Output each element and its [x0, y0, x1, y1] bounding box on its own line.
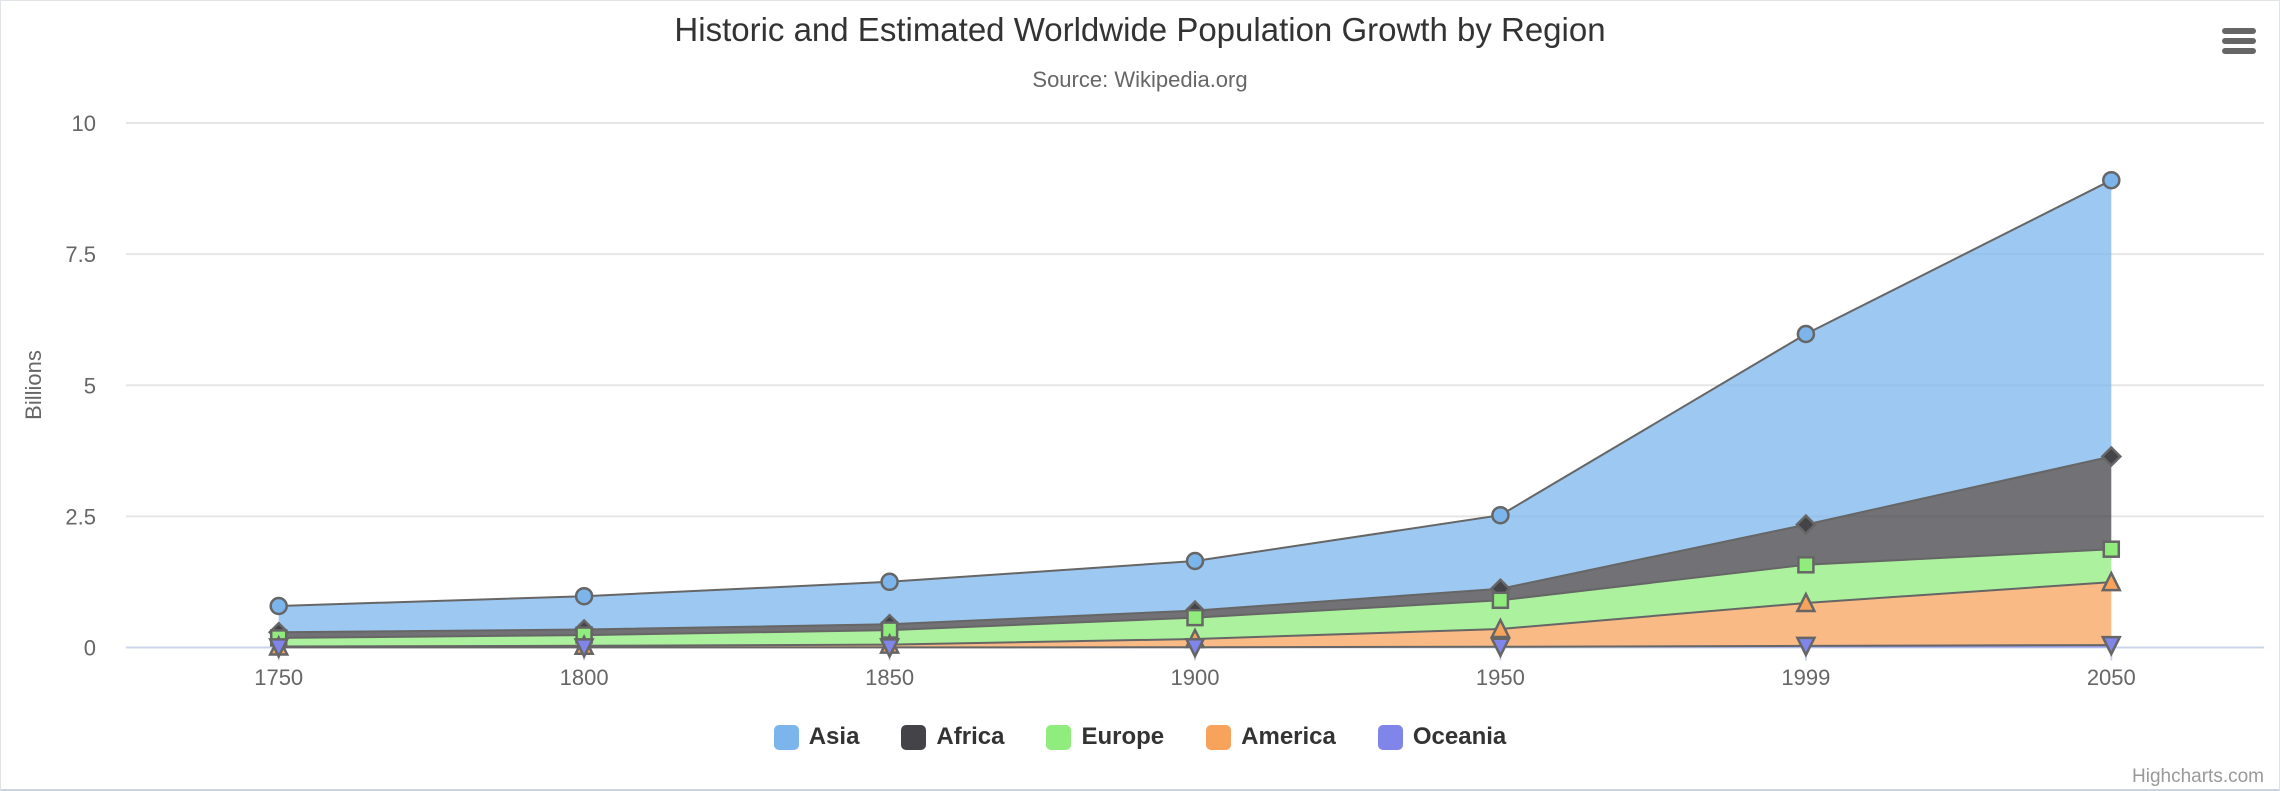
- legend-label: Oceania: [1412, 723, 1507, 750]
- credits-link[interactable]: Highcharts.com: [2132, 766, 2264, 787]
- x-axis-label: 1850: [865, 665, 914, 690]
- legend-label: Asia: [808, 723, 860, 750]
- legend-swatch-europe: [1046, 724, 1072, 750]
- y-axis-title: Billions: [21, 350, 46, 420]
- point-oceania-1950[interactable]: [1489, 637, 1511, 659]
- chart-title: Historic and Estimated Worldwide Populat…: [674, 11, 1606, 48]
- point-asia-1950[interactable]: [1491, 505, 1510, 525]
- x-axis-label: 2050: [2087, 665, 2136, 690]
- x-axis-label: 1999: [1781, 665, 1830, 690]
- point-europe-1900[interactable]: [1186, 608, 1204, 627]
- x-axis-label: 1950: [1476, 665, 1525, 690]
- point-asia-1900[interactable]: [1185, 551, 1205, 571]
- legend-item-europe[interactable]: Europe: [1046, 723, 1164, 751]
- legend-swatch-africa: [901, 724, 927, 750]
- hamburger-icon: [2222, 38, 2256, 44]
- y-axis-label: 2.5: [65, 504, 96, 529]
- hamburger-icon: [2222, 48, 2256, 54]
- legend-item-oceania[interactable]: Oceania: [1377, 723, 1507, 751]
- point-oceania-1900[interactable]: [1184, 637, 1206, 659]
- legend: Asia Africa Europe America Oceania: [1, 723, 2279, 751]
- area-america: [278, 582, 2112, 648]
- point-europe-1950[interactable]: [1491, 591, 1510, 610]
- point-europe-2050[interactable]: [2102, 540, 2121, 558]
- point-oceania-1999[interactable]: [1795, 636, 1817, 658]
- x-axis-label: 1900: [1171, 665, 1220, 690]
- point-asia-1850[interactable]: [880, 572, 899, 592]
- chart-subtitle: Source: Wikipedia.org: [1032, 67, 1248, 92]
- legend-swatch-asia: [773, 724, 799, 750]
- x-axis-label: 1750: [254, 665, 303, 690]
- point-asia-1800[interactable]: [574, 586, 594, 606]
- legend-item-america[interactable]: America: [1206, 723, 1336, 751]
- point-america-1950[interactable]: [1489, 617, 1511, 639]
- area-asia: [278, 180, 2112, 633]
- area-africa: [278, 456, 2112, 638]
- point-africa-2050[interactable]: [2100, 445, 2123, 468]
- legend-item-asia[interactable]: Asia: [773, 723, 860, 751]
- point-africa-1999[interactable]: [1795, 513, 1817, 536]
- legend-label: Africa: [936, 723, 1005, 750]
- y-axis-label: 7.5: [65, 242, 96, 267]
- point-asia-2050[interactable]: [2102, 170, 2121, 190]
- legend-label: Europe: [1081, 723, 1165, 750]
- point-oceania-2050[interactable]: [2100, 635, 2122, 657]
- point-asia-1999[interactable]: [1796, 324, 1816, 344]
- point-america-2050[interactable]: [2100, 570, 2122, 592]
- y-axis-label: 5: [84, 373, 96, 398]
- point-oceania-1800[interactable]: [573, 638, 595, 660]
- point-europe-1999[interactable]: [1797, 556, 1815, 574]
- point-asia-1750[interactable]: [269, 596, 288, 616]
- y-axis-label: 0: [84, 636, 96, 661]
- y-axis-label: 10: [72, 111, 96, 136]
- point-america-1999[interactable]: [1795, 591, 1817, 613]
- legend-swatch-america: [1206, 724, 1232, 750]
- point-oceania-1850[interactable]: [879, 638, 901, 660]
- x-axis-label: 1800: [560, 665, 609, 690]
- legend-item-africa[interactable]: Africa: [901, 723, 1004, 751]
- legend-swatch-oceania: [1377, 724, 1403, 750]
- legend-label: America: [1241, 723, 1336, 750]
- hamburger-icon: [2222, 28, 2256, 34]
- point-oceania-1750[interactable]: [268, 638, 290, 660]
- chart-context-menu-button[interactable]: [2222, 28, 2256, 54]
